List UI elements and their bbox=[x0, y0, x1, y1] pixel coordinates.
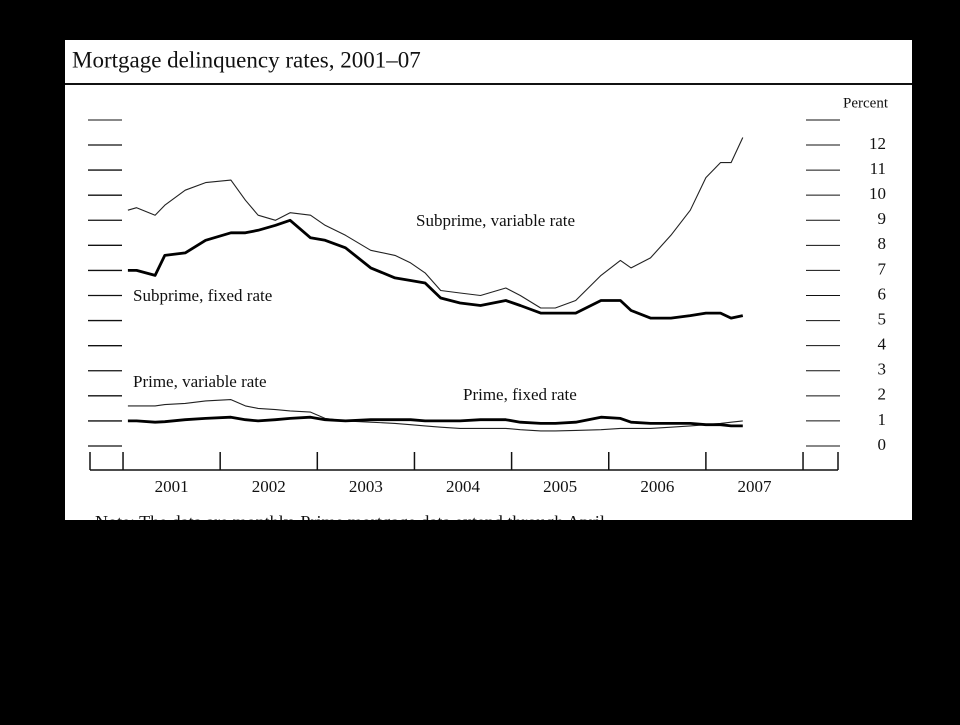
y-tick-label: 9 bbox=[878, 209, 887, 228]
series-label: Subprime, fixed rate bbox=[133, 286, 272, 305]
x-tick-label: 2005 bbox=[543, 477, 577, 496]
y-axis-label: Percent bbox=[843, 95, 889, 111]
panel bbox=[65, 40, 912, 520]
x-tick-label: 2002 bbox=[252, 477, 286, 496]
x-tick-label: 2006 bbox=[640, 477, 674, 496]
series-line bbox=[127, 137, 744, 309]
note-group: Note: The data are monthly. Prime mortga… bbox=[95, 512, 605, 532]
series-label: Prime, variable rate bbox=[133, 372, 267, 391]
y-tick-label: 6 bbox=[878, 284, 887, 303]
x-tick-label: 2004 bbox=[446, 477, 481, 496]
y-tick-label: 5 bbox=[878, 309, 887, 328]
note: Note: The data are monthly. Prime mortga… bbox=[95, 512, 605, 532]
series-line bbox=[127, 218, 744, 320]
y-tick-label: 11 bbox=[870, 159, 886, 178]
y-tick-label: 8 bbox=[878, 234, 887, 253]
y-tick-label: 10 bbox=[869, 184, 886, 203]
series-line bbox=[127, 415, 743, 428]
series-line bbox=[127, 399, 743, 432]
series-label: Subprime, variable rate bbox=[416, 211, 575, 230]
y-tick-label: 12 bbox=[869, 134, 886, 153]
y-tick-label: 0 bbox=[878, 435, 887, 454]
x-tick-label: 2001 bbox=[155, 477, 189, 496]
x-tick-label: 2007 bbox=[737, 477, 772, 496]
y-tick-label: 4 bbox=[878, 335, 887, 354]
x-tick-label: 2003 bbox=[349, 477, 383, 496]
series-label: Prime, fixed rate bbox=[463, 385, 577, 404]
y-tick-label: 7 bbox=[878, 259, 887, 278]
y-tick-label: 1 bbox=[878, 410, 887, 429]
y-tick-label: 3 bbox=[878, 360, 887, 379]
chart-title: Mortgage delinquency rates, 2001–07 bbox=[72, 47, 421, 72]
y-tick-label: 2 bbox=[878, 385, 887, 404]
